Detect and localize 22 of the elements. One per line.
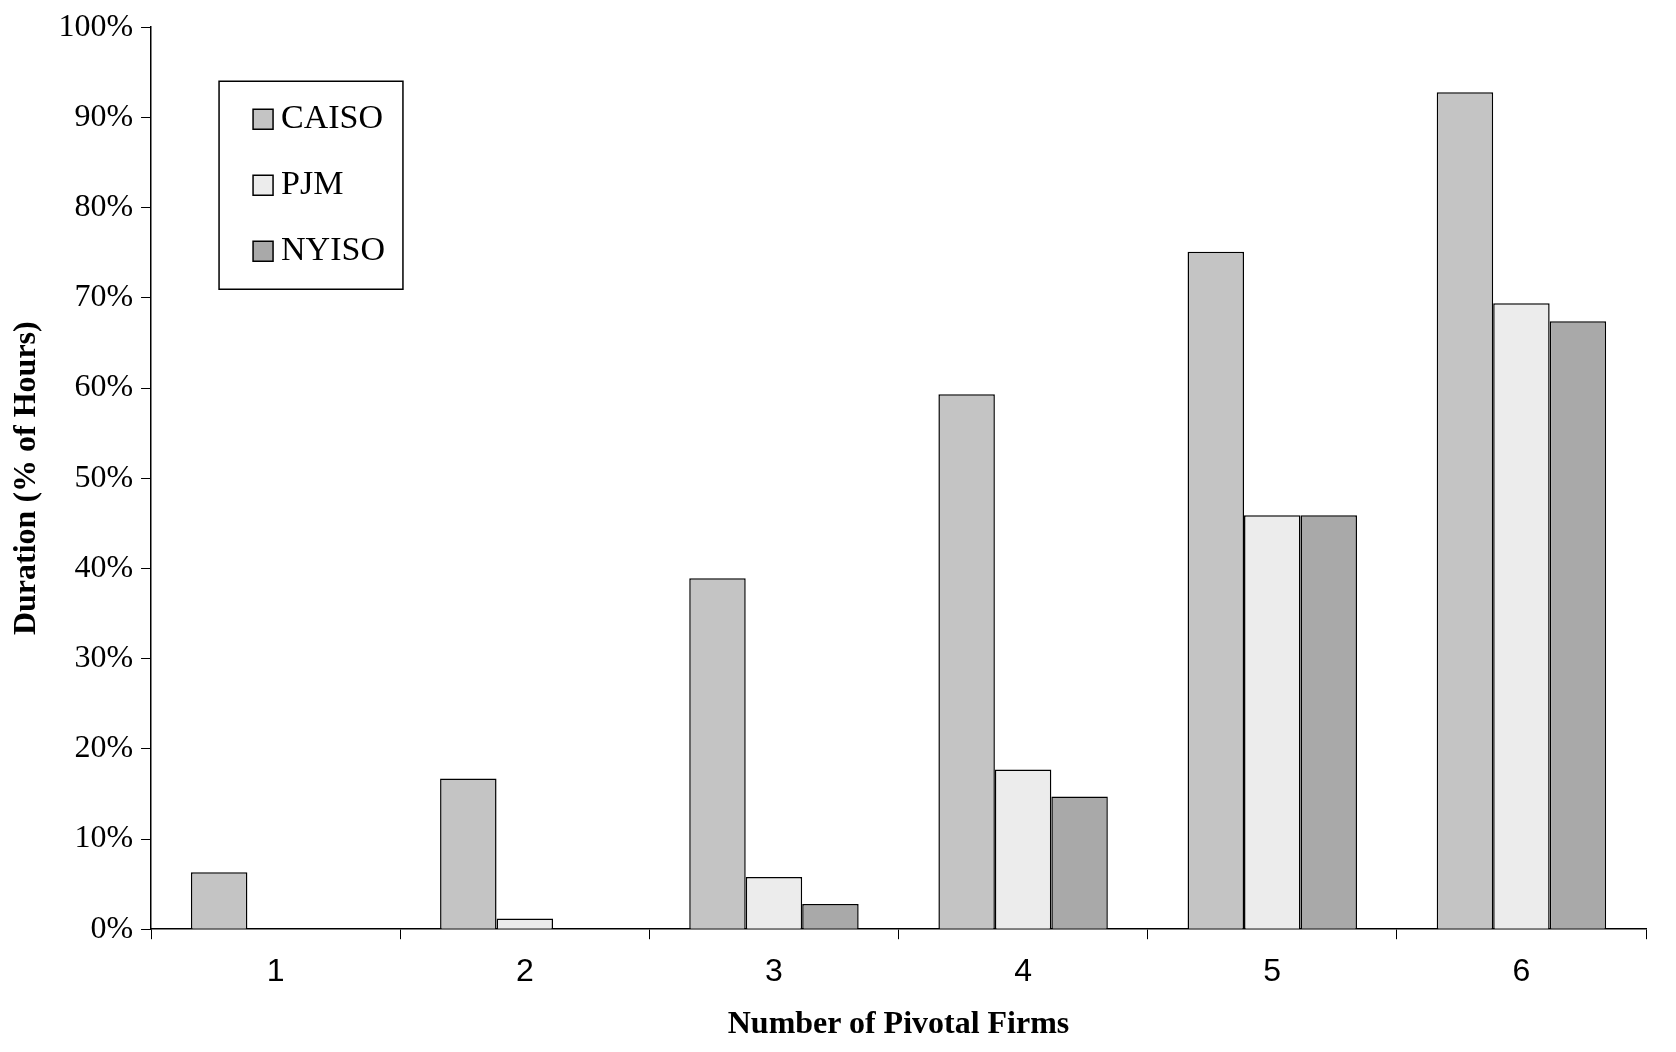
y-tick-label: 80% <box>74 187 134 224</box>
x-tick-label: 1 <box>266 952 285 989</box>
y-axis-title: Duration (% of Hours) <box>6 321 43 636</box>
y-tick-label: 50% <box>74 457 134 494</box>
x-tick-label: 4 <box>1014 952 1033 989</box>
legend-label: CAISO <box>281 98 384 136</box>
y-tick-label: 90% <box>74 96 134 133</box>
y-tick-label: 0% <box>90 908 134 945</box>
y-tick-label: 70% <box>74 277 134 314</box>
x-tick-label: 5 <box>1263 952 1282 989</box>
y-tick-label: 100% <box>58 6 134 43</box>
x-tick-label: 3 <box>765 952 783 989</box>
y-tick-label: 30% <box>74 638 134 675</box>
y-tick-label: 10% <box>74 818 134 855</box>
x-tick-label: 6 <box>1512 952 1531 989</box>
legend-label: PJM <box>281 164 344 202</box>
y-tick-label: 60% <box>74 367 134 404</box>
legend-label: NYISO <box>281 230 385 268</box>
y-tick-label: 20% <box>74 728 134 765</box>
y-tick-label: 40% <box>74 547 134 584</box>
x-tick-label: 2 <box>515 952 534 989</box>
x-axis-title: Number of Pivotal Firms <box>727 1004 1070 1041</box>
